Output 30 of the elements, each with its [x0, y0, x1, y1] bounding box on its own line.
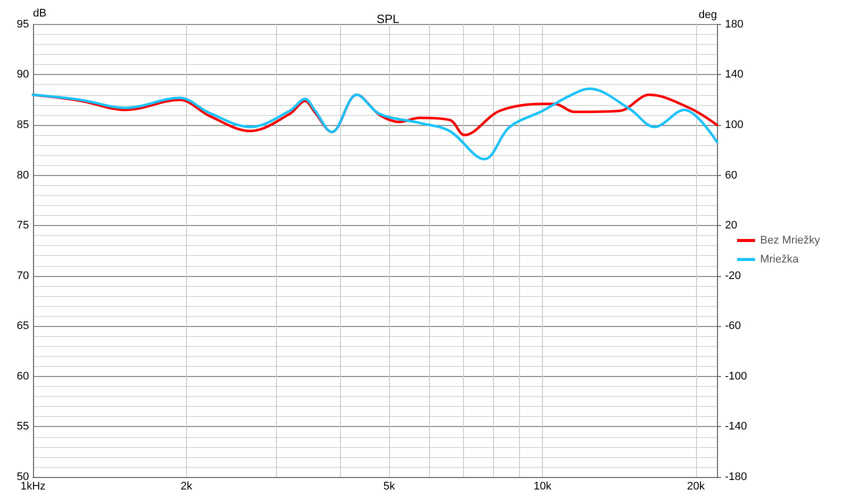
y2-tick-label: 180	[725, 18, 744, 30]
legend-label: Bez Mriežky	[760, 234, 820, 246]
y-tick-label: 95	[16, 18, 29, 30]
y-tick-label: 70	[16, 270, 29, 282]
y2-axis-title: deg	[698, 8, 717, 21]
y2-tick-label: -140	[725, 420, 748, 433]
y-tick-label: 65	[16, 320, 29, 332]
y-axis-title: dB	[33, 8, 46, 20]
y2-tick-label: 140	[725, 68, 744, 81]
legend-label: Mriežka	[760, 254, 800, 266]
chart-title: SPL	[376, 12, 400, 26]
x-tick-label: 10k	[534, 480, 552, 492]
y2-tick-label: -180	[725, 471, 748, 483]
y-tick-label: 90	[16, 68, 29, 81]
y-tick-label: 60	[16, 370, 29, 382]
y2-tick-label: 60	[725, 169, 738, 182]
y-tick-label: 50	[16, 471, 29, 483]
y-tick-label: 55	[16, 420, 29, 433]
y2-tick-label: -20	[725, 270, 741, 282]
x-tick-label: 2k	[180, 480, 193, 492]
y-tick-label: 85	[16, 118, 29, 131]
x-tick-label: 1kHz	[20, 480, 46, 492]
x-tick-label: 20k	[687, 480, 706, 492]
y2-tick-label: 100	[725, 118, 744, 131]
y-tick-label: 80	[16, 169, 29, 182]
x-tick-label: 5k	[383, 480, 396, 492]
y-tick-label: 75	[16, 220, 29, 232]
y2-tick-label: 20	[725, 220, 738, 232]
y2-tick-label: -60	[725, 320, 741, 332]
y2-tick-label: -100	[725, 370, 748, 382]
